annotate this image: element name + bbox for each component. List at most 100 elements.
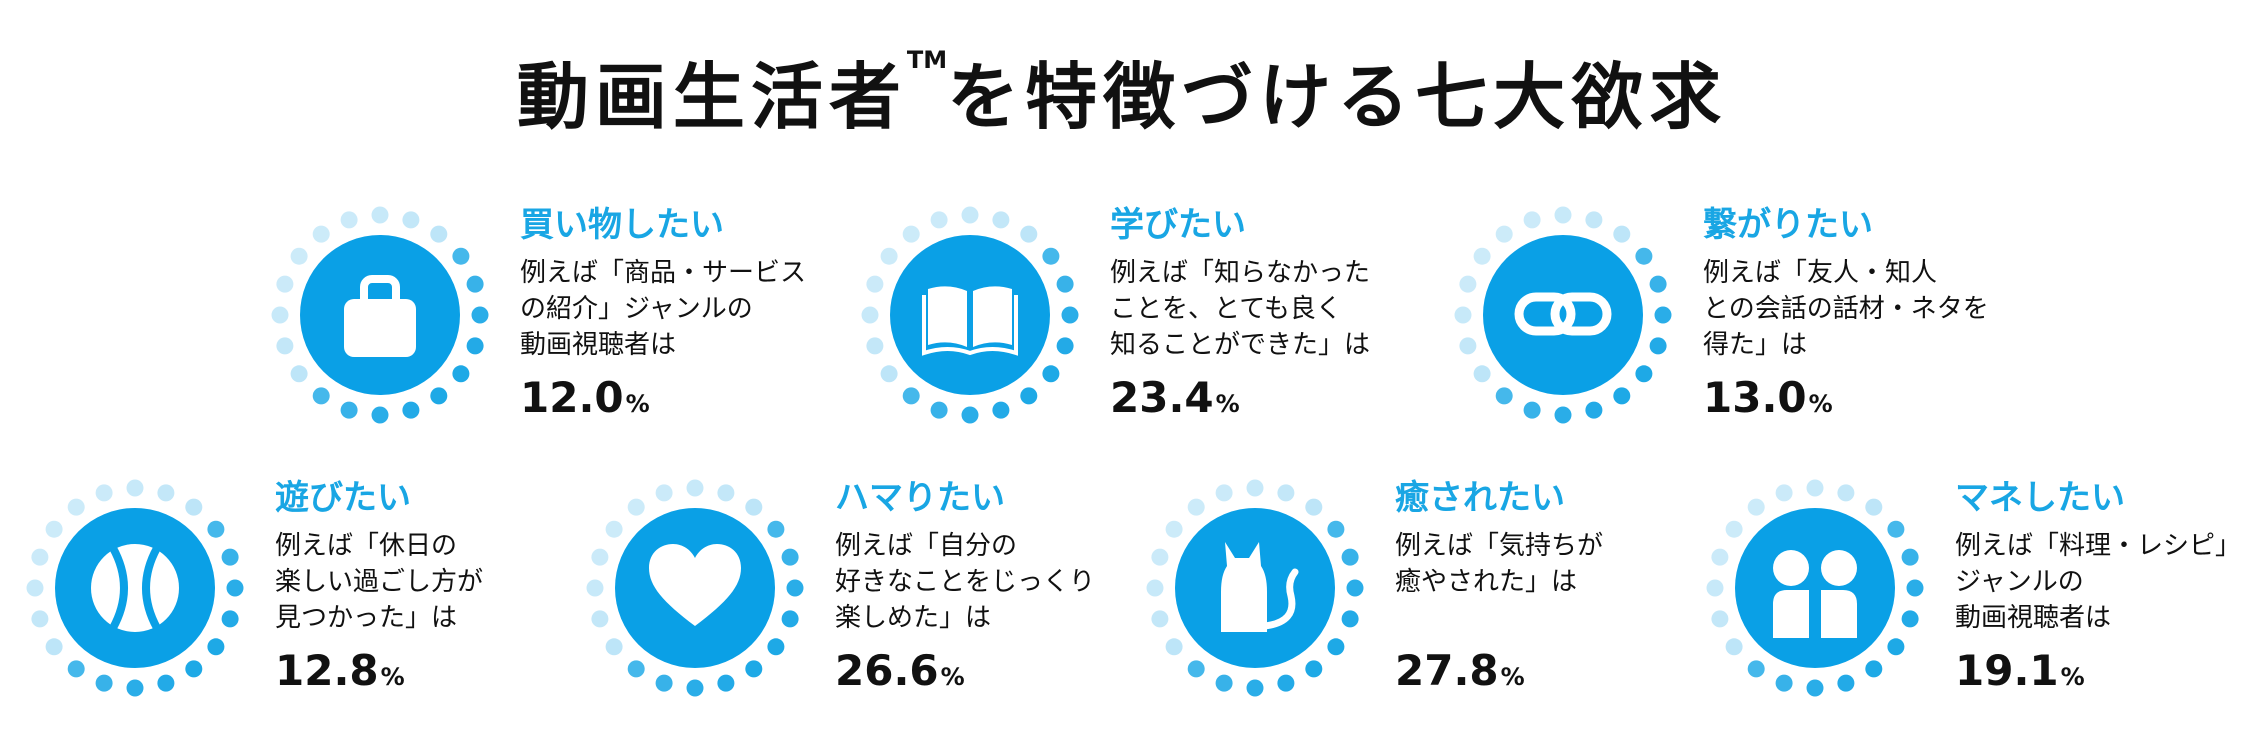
desire-percentage: 13.0% bbox=[1703, 373, 1833, 422]
ring-dot bbox=[1585, 401, 1603, 419]
ring-dot bbox=[586, 579, 604, 597]
percent-unit: % bbox=[1808, 390, 1833, 418]
badge bbox=[1483, 235, 1643, 395]
ring-dot bbox=[880, 247, 898, 265]
desire-description: 例えば「料理・レシピ」 ジャンルの 動画視聴者は bbox=[1955, 528, 2244, 636]
ring-dot bbox=[880, 365, 898, 383]
desc-line: 楽しい過ごし方が bbox=[275, 567, 484, 597]
ring-dot bbox=[221, 610, 239, 628]
desire-percentage: 27.8% bbox=[1395, 646, 1525, 695]
ring-dot bbox=[1837, 484, 1855, 502]
percent-value: 26.6 bbox=[835, 646, 939, 695]
desire-text: 学びたい 例えば「知らなかった ことを、とても良く 知ることができた」は 23.… bbox=[1110, 205, 1440, 422]
ring-dot bbox=[67, 498, 85, 516]
ring-dot bbox=[861, 306, 879, 324]
ring-dot bbox=[1906, 579, 1924, 597]
ring-dot bbox=[961, 406, 979, 424]
ring-dot bbox=[1151, 548, 1169, 566]
ring-dot bbox=[1327, 520, 1345, 538]
desire-heading: ハマりたい bbox=[835, 478, 1005, 518]
page-title: 動画生活者TMを特徴づける七大欲求 bbox=[0, 38, 2244, 143]
ring-dot bbox=[452, 365, 470, 383]
percent-unit: % bbox=[1215, 390, 1240, 418]
ring-dot bbox=[371, 406, 389, 424]
dot-ring bbox=[1454, 206, 1672, 424]
ring-dot bbox=[591, 548, 609, 566]
ring-dot bbox=[1042, 365, 1060, 383]
ring-dot bbox=[1495, 225, 1513, 243]
dot-ring bbox=[586, 479, 804, 697]
ring-dot bbox=[1523, 211, 1541, 229]
ring-dot bbox=[126, 479, 144, 497]
desire-heading: 繋がりたい bbox=[1703, 205, 1873, 245]
ring-dot bbox=[1151, 610, 1169, 628]
trademark-mark: TM bbox=[906, 46, 948, 74]
ring-dot bbox=[67, 660, 85, 678]
ring-dot bbox=[276, 337, 294, 355]
ring-dot bbox=[452, 247, 470, 265]
percent-value: 12.8 bbox=[275, 646, 379, 695]
cat-icon bbox=[1221, 542, 1299, 632]
ring-dot bbox=[1020, 387, 1038, 405]
ring-dot bbox=[95, 484, 113, 502]
ring-dot bbox=[157, 484, 175, 502]
ring-dot bbox=[1901, 548, 1919, 566]
desc-line: 動画視聴者は bbox=[1955, 603, 2112, 633]
ring-dot bbox=[961, 206, 979, 224]
ring-dot bbox=[1346, 579, 1364, 597]
ring-dot bbox=[1635, 247, 1653, 265]
ring-dot bbox=[767, 520, 785, 538]
ring-dot bbox=[312, 387, 330, 405]
ring-dot bbox=[340, 211, 358, 229]
ring-dot bbox=[1706, 579, 1724, 597]
ring-dot bbox=[1725, 638, 1743, 656]
desc-line: 見つかった」は bbox=[275, 603, 458, 633]
ring-dot bbox=[1747, 498, 1765, 516]
desc-line: ジャンルの bbox=[1955, 567, 2084, 597]
ring-dot bbox=[1635, 365, 1653, 383]
ring-dot bbox=[1165, 520, 1183, 538]
ring-dot bbox=[655, 484, 673, 502]
desire-heading: 買い物したい bbox=[520, 205, 724, 245]
ring-dot bbox=[1495, 387, 1513, 405]
ring-dot bbox=[1654, 306, 1672, 324]
ring-dot bbox=[992, 401, 1010, 419]
desire-heading: マネしたい bbox=[1955, 478, 2125, 518]
ring-dot bbox=[605, 638, 623, 656]
ring-dot bbox=[45, 520, 63, 538]
ring-dot bbox=[866, 337, 884, 355]
desire-description: 例えば「友人・知人 との会話の話材・ネタを 得た」は bbox=[1703, 255, 2033, 363]
title-main: 動画生活者 bbox=[516, 55, 907, 139]
ring-dot bbox=[1042, 247, 1060, 265]
ring-dot bbox=[157, 674, 175, 692]
desc-line: 例えば「知らなかった bbox=[1110, 258, 1371, 288]
desire-text: 癒されたい 例えば「気持ちが 癒やされた」は 27.8% bbox=[1395, 478, 1725, 695]
ring-dot bbox=[786, 579, 804, 597]
desire-percentage: 12.0% bbox=[520, 373, 650, 422]
ring-dot bbox=[466, 337, 484, 355]
desc-line: 例えば「自分の bbox=[835, 531, 1018, 561]
ring-dot bbox=[686, 679, 704, 697]
ring-dot bbox=[340, 401, 358, 419]
desire-percentage: 23.4% bbox=[1110, 373, 1240, 422]
badge bbox=[300, 235, 460, 395]
shopping-bag-icon bbox=[344, 275, 416, 357]
mirror-people-icon bbox=[1773, 550, 1857, 638]
ring-dot bbox=[466, 275, 484, 293]
book-icon bbox=[922, 286, 1018, 356]
badge bbox=[1735, 508, 1895, 668]
desc-line: 癒やされた」は bbox=[1395, 567, 1578, 597]
ring-dot bbox=[1341, 610, 1359, 628]
ring-dot bbox=[605, 520, 623, 538]
ring-dot bbox=[1649, 337, 1667, 355]
ring-dot bbox=[1554, 206, 1572, 224]
badge bbox=[55, 508, 215, 668]
desc-line: 例えば「友人・知人 bbox=[1703, 258, 1938, 288]
ring-dot bbox=[1806, 679, 1824, 697]
ring-dot bbox=[1806, 479, 1824, 497]
ring-dot bbox=[1747, 660, 1765, 678]
ring-dot bbox=[930, 401, 948, 419]
desc-line: 例えば「商品・サービス bbox=[520, 258, 807, 288]
ring-dot bbox=[185, 498, 203, 516]
ring-dot bbox=[207, 638, 225, 656]
